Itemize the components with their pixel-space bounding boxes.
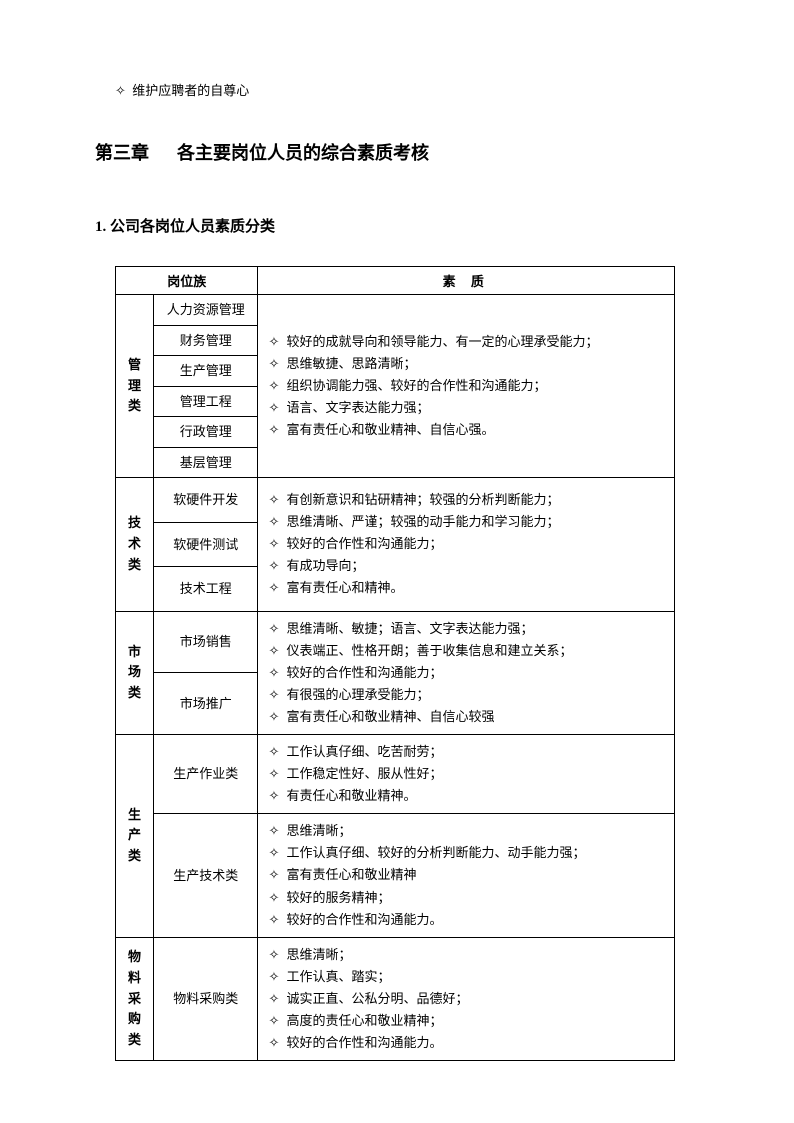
quality-table: 岗位族 素 质 管理类人力资源管理✧较好的成就导向和领导能力、有一定的心理承受能… bbox=[115, 266, 675, 1061]
subcategory-cell: 行政管理 bbox=[154, 417, 258, 448]
category-cell: 技术类 bbox=[116, 478, 154, 612]
table-row: 生产技术类✧思维清晰；✧工作认真仔细、较好的分析判断能力、动手能力强；✧富有责任… bbox=[116, 814, 675, 937]
subcategory-cell: 软硬件开发 bbox=[154, 478, 258, 523]
subcategory-cell: 基层管理 bbox=[154, 447, 258, 478]
table-row: 技术类软硬件开发✧有创新意识和钻研精神；较强的分析判断能力；✧思维清晰、严谨；较… bbox=[116, 478, 675, 523]
subcategory-cell: 市场销售 bbox=[154, 611, 258, 673]
table-row: 物料采购类物料采购类✧思维清晰；✧工作认真、踏实；✧诚实正直、公私分明、品德好；… bbox=[116, 937, 675, 1060]
table-header-row: 岗位族 素 质 bbox=[116, 267, 675, 295]
category-cell: 物料采购类 bbox=[116, 937, 154, 1060]
quality-cell: ✧思维清晰；✧工作认真、踏实；✧诚实正直、公私分明、品德好；✧高度的责任心和敬业… bbox=[258, 937, 675, 1060]
subcategory-cell: 人力资源管理 bbox=[154, 295, 258, 326]
chapter-label: 第三章 bbox=[95, 143, 149, 163]
quality-cell: ✧有创新意识和钻研精神；较强的分析判断能力；✧思维清晰、严谨；较强的动手能力和学… bbox=[258, 478, 675, 612]
quality-cell: ✧较好的成就导向和领导能力、有一定的心理承受能力；✧思维敏捷、思路清晰；✧组织协… bbox=[258, 295, 675, 478]
diamond-icon: ✧ bbox=[115, 83, 129, 99]
subcategory-cell: 市场推广 bbox=[154, 673, 258, 735]
subcategory-cell: 生产管理 bbox=[154, 356, 258, 387]
top-bullet-text: 维护应聘者的自尊心 bbox=[132, 83, 249, 98]
quality-cell: ✧思维清晰、敏捷；语言、文字表达能力强；✧仪表端正、性格开朗；善于收集信息和建立… bbox=[258, 611, 675, 734]
quality-cell: ✧工作认真仔细、吃苦耐劳；✧工作稳定性好、服从性好；✧有责任心和敬业精神。 bbox=[258, 734, 675, 813]
subcategory-cell: 管理工程 bbox=[154, 386, 258, 417]
subcategory-cell: 软硬件测试 bbox=[154, 522, 258, 567]
category-cell: 生产类 bbox=[116, 734, 154, 937]
section-heading: 1. 公司各岗位人员素质分类 bbox=[95, 215, 699, 236]
table-row: 生产类生产作业类✧工作认真仔细、吃苦耐劳；✧工作稳定性好、服从性好；✧有责任心和… bbox=[116, 734, 675, 813]
top-bullet: ✧ 维护应聘者的自尊心 bbox=[115, 80, 699, 99]
subcategory-cell: 生产作业类 bbox=[154, 734, 258, 813]
table-row: 市场类市场销售✧思维清晰、敏捷；语言、文字表达能力强；✧仪表端正、性格开朗；善于… bbox=[116, 611, 675, 673]
subcategory-cell: 生产技术类 bbox=[154, 814, 258, 937]
table-row: 管理类人力资源管理✧较好的成就导向和领导能力、有一定的心理承受能力；✧思维敏捷、… bbox=[116, 295, 675, 326]
subcategory-cell: 技术工程 bbox=[154, 567, 258, 612]
quality-cell: ✧思维清晰；✧工作认真仔细、较好的分析判断能力、动手能力强；✧富有责任心和敬业精… bbox=[258, 814, 675, 937]
category-cell: 管理类 bbox=[116, 295, 154, 478]
subcategory-cell: 财务管理 bbox=[154, 325, 258, 356]
header-col-quality: 素 质 bbox=[258, 267, 675, 295]
chapter-heading: 第三章 各主要岗位人员的综合素质考核 bbox=[95, 139, 699, 165]
subcategory-cell: 物料采购类 bbox=[154, 937, 258, 1060]
chapter-title: 各主要岗位人员的综合素质考核 bbox=[177, 143, 429, 163]
category-cell: 市场类 bbox=[116, 611, 154, 734]
header-col-job: 岗位族 bbox=[116, 267, 258, 295]
